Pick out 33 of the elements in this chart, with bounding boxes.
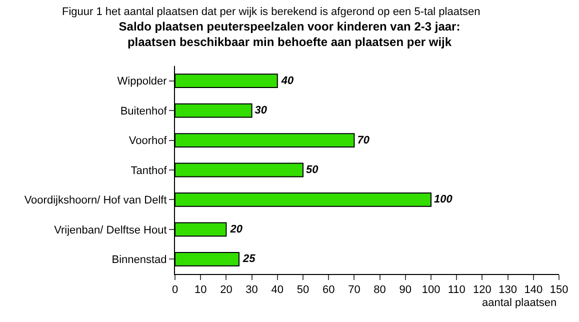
x-tick-label: 40 (271, 284, 284, 296)
data-label: 30 (254, 104, 268, 117)
x-tick-label: 60 (322, 284, 335, 296)
x-tick-label: 80 (374, 284, 386, 296)
data-label: 100 (434, 194, 454, 206)
x-tick-label: 10 (194, 284, 207, 296)
x-tick-label: 130 (498, 284, 517, 296)
y-tick-label: Voorhof (128, 135, 168, 148)
x-tick-label: 0 (172, 284, 178, 296)
x-tick-label: 90 (399, 284, 412, 296)
x-tick-label: 150 (550, 284, 568, 296)
data-label: 50 (306, 164, 320, 176)
y-tick-label: Wippolder (117, 76, 168, 88)
y-tick-label: Tanthof (130, 164, 168, 177)
text: Figuur 1 het aantal plaatsen dat per wijk is berekend is afgerond op een 5-tal plaatsen (62, 6, 480, 18)
x-tick-label: 30 (246, 284, 258, 296)
x-tick-label: 140 (524, 284, 543, 296)
y-tick-label: Voordijkshoorn/ Hof van Delft (24, 194, 167, 207)
x-tick-label: 120 (473, 284, 492, 296)
x-axis-title: aantal plaatsen (482, 297, 557, 309)
y-tick-label: Buitenhof (120, 105, 168, 118)
x-tick-label: 70 (348, 284, 360, 296)
data-label: 25 (242, 253, 256, 266)
x-tick-label: 50 (296, 284, 310, 296)
data-label: 40 (280, 74, 295, 87)
y-tick-label: Binnenstad (112, 254, 167, 266)
x-tick-label: 20 (220, 284, 232, 296)
data-label: 20 (229, 223, 244, 236)
x-tick-label: 100 (422, 284, 440, 296)
x-tick-label: 110 (448, 284, 466, 296)
y-tick-label: Vrijenban/ Delftse Hout (54, 224, 167, 236)
data-label: 70 (357, 134, 370, 146)
chart-title: Saldo plaatsen peuterspeelzalen voor kinderen van 2-3 jaar: plaatsen beschikbaar min behoefte aan plaatsen per wijk (118, 20, 460, 50)
